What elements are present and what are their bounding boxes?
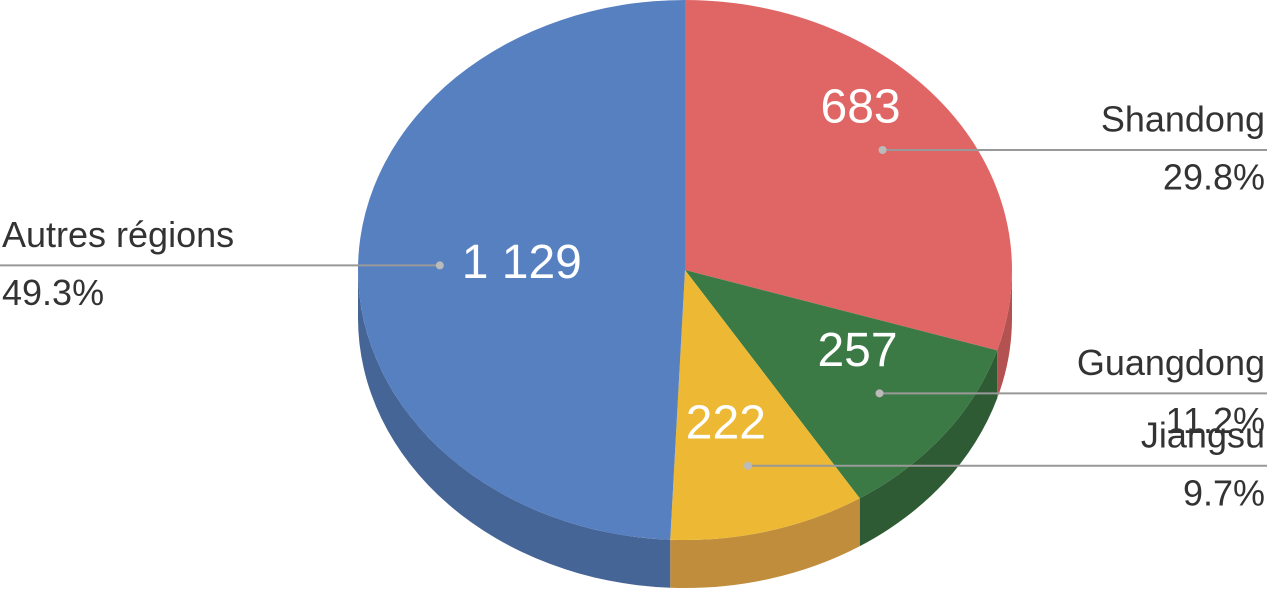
slice-side bbox=[358, 270, 671, 588]
slice-side bbox=[670, 498, 860, 588]
slice-side bbox=[859, 350, 998, 547]
slice bbox=[685, 270, 998, 499]
slice bbox=[670, 270, 860, 540]
value-label: 222 bbox=[686, 396, 766, 449]
leader-dot bbox=[435, 261, 444, 270]
legend-label: Jiangsu bbox=[1141, 414, 1265, 455]
legend-label: Guangdong bbox=[1077, 342, 1265, 383]
percent-label: 49.3% bbox=[2, 272, 104, 313]
percent-label: 9.7% bbox=[1183, 472, 1265, 513]
slice-side bbox=[997, 270, 1012, 399]
leader-dot bbox=[743, 461, 752, 470]
value-label: 257 bbox=[817, 324, 897, 377]
slice bbox=[358, 0, 685, 540]
slice bbox=[685, 0, 1012, 351]
legend-label: Autres régions bbox=[2, 214, 234, 255]
legend-label: Shandong bbox=[1101, 99, 1265, 140]
value-label: 1 129 bbox=[462, 236, 582, 289]
percent-label: 29.8% bbox=[1163, 157, 1265, 198]
percent-label: 11.2% bbox=[1166, 400, 1265, 441]
leader-dot bbox=[875, 389, 884, 398]
value-label: 683 bbox=[821, 81, 901, 134]
leader-dot bbox=[878, 146, 887, 155]
